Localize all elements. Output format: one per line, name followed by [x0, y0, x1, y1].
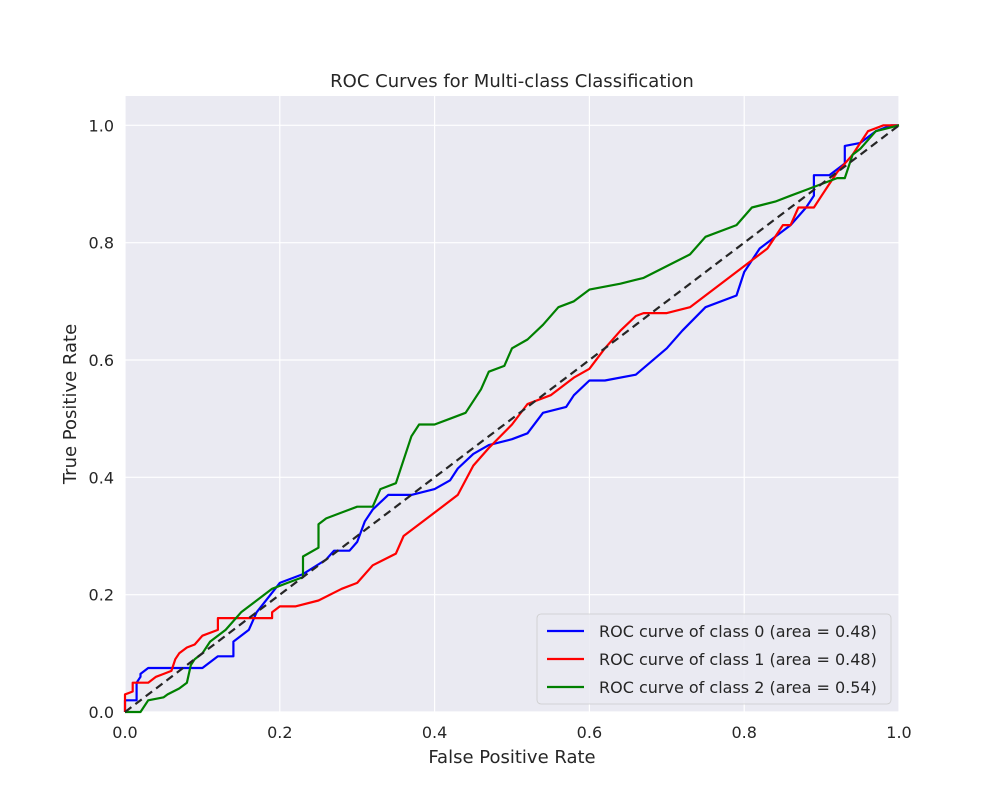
- y-tick-label: 1.0: [89, 116, 114, 135]
- curves: [123, 124, 900, 714]
- x-tick-label: 0.0: [112, 723, 137, 742]
- y-tick-label: 0.8: [89, 234, 114, 253]
- legend-frame: [536, 613, 892, 705]
- plot-area: [125, 96, 899, 712]
- legend: ROC curve of class 0 (area = 0.48) ROC cu…: [536, 613, 892, 705]
- y-tick-label: 0.6: [89, 351, 114, 370]
- legend-label: ROC curve of class 2 (area = 0.54): [599, 678, 877, 697]
- y-tick-label: 0.4: [89, 468, 114, 487]
- x-axis-label: False Positive Rate: [428, 747, 595, 768]
- x-tick-label: 0.6: [577, 723, 602, 742]
- roc-curve-class-2: [125, 124, 900, 714]
- roc-curve-class-0: [123, 124, 899, 712]
- y-tick-label: 0.0: [89, 703, 114, 722]
- y-tick-label: 0.2: [89, 586, 114, 605]
- legend-label: ROC curve of class 1 (area = 0.48): [599, 650, 877, 669]
- x-tick-label: 0.4: [422, 723, 447, 742]
- grid: [124, 96, 900, 713]
- y-axis-label: True Positive Rate: [60, 324, 81, 485]
- x-tick-label: 0.2: [267, 723, 292, 742]
- chance-diagonal: [124, 124, 900, 713]
- legend-label: ROC curve of class 0 (area = 0.48): [599, 622, 877, 641]
- x-tick-label: 1.0: [886, 723, 911, 742]
- x-tick-label: 0.8: [731, 723, 756, 742]
- tick-labels: 0.0 0.2 0.4 0.6 0.8 1.0 0.0 0.2 0.4 0.6 0.8 1.0: [89, 116, 912, 742]
- roc-curve-class-1: [123, 124, 899, 712]
- chart-title: ROC Curves for Multi-class Classificatio…: [330, 71, 694, 92]
